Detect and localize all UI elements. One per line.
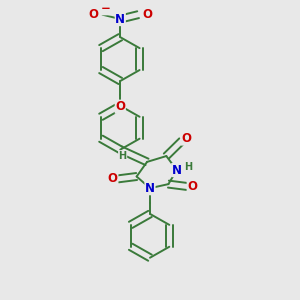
Text: H: H [118, 151, 127, 161]
Text: O: O [142, 8, 152, 21]
Text: O: O [115, 100, 125, 113]
Text: O: O [181, 132, 191, 145]
Text: N: N [172, 164, 182, 177]
Text: N: N [115, 13, 125, 26]
Text: N: N [145, 182, 155, 195]
Text: O: O [108, 172, 118, 185]
Text: H: H [184, 162, 193, 172]
Text: O: O [187, 180, 197, 193]
Text: −: − [100, 2, 110, 15]
Text: O: O [88, 8, 98, 21]
